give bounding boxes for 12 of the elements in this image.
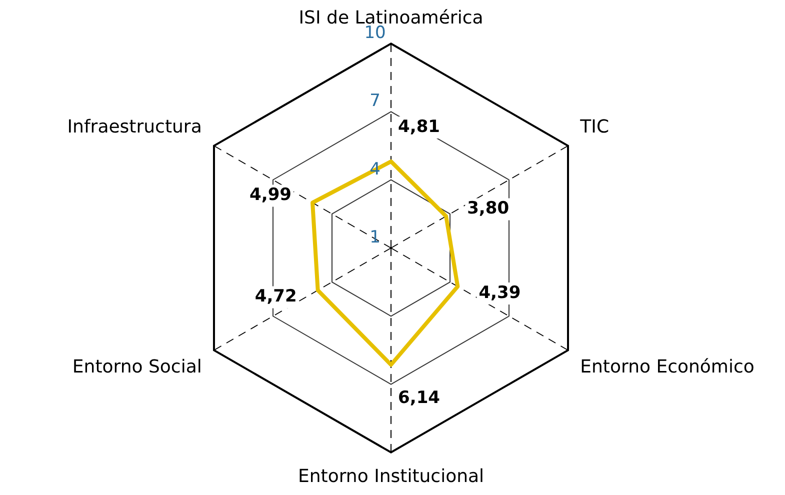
spoke-label: TIC <box>579 116 610 138</box>
spoke-label: Infraestructura <box>67 116 202 138</box>
data-label: 4,39 <box>478 282 521 303</box>
data-label: 6,14 <box>398 388 440 408</box>
spoke-label: Entorno Institucional <box>298 466 484 487</box>
data-label: 3,80 <box>467 198 510 219</box>
data-label: 4,81 <box>398 116 440 137</box>
spoke-label: Entorno Social <box>72 356 202 378</box>
spoke-label: Entorno Económico <box>580 356 754 378</box>
data-label: 4,72 <box>254 286 297 307</box>
y-tick-label: 7 <box>370 91 380 112</box>
data-label: 4,99 <box>250 185 292 206</box>
